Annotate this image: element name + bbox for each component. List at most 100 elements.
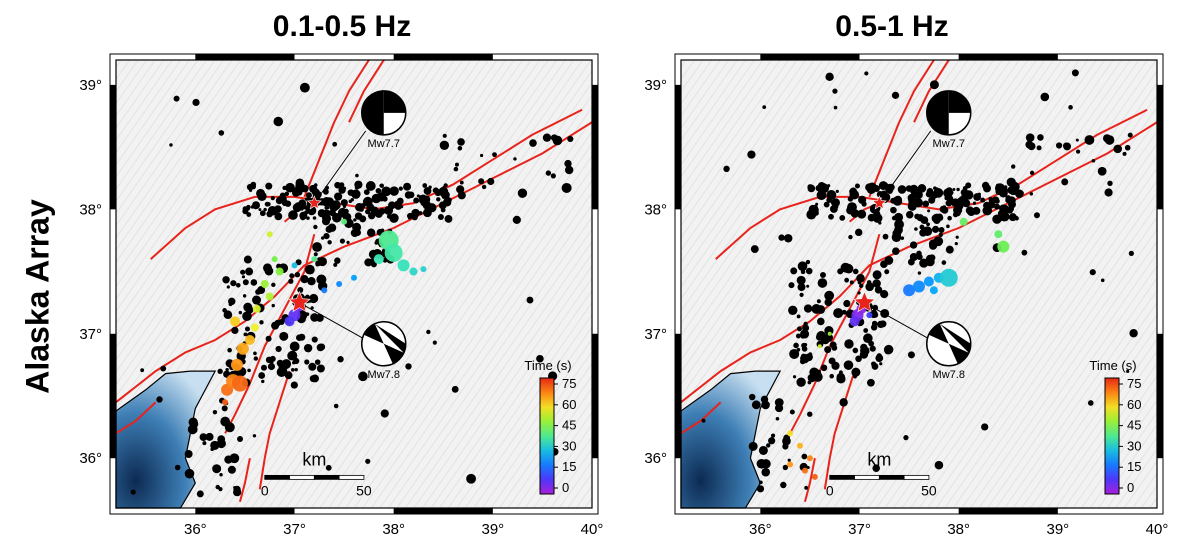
aftershock-dot: [828, 213, 834, 220]
aftershock-dot: [805, 259, 811, 265]
aftershock-dot: [748, 441, 758, 451]
aftershock-dot: [396, 197, 404, 205]
colorbar: [539, 377, 555, 495]
aftershock-dot: [723, 165, 730, 173]
aftershock-dot: [1075, 138, 1079, 142]
aftershock-dot: [1087, 400, 1094, 406]
aftershock-dot: [919, 258, 929, 268]
scalebar-segment: [313, 474, 340, 480]
fault-line: [115, 121, 593, 404]
radiator-dot: [291, 262, 298, 269]
radiator-dot: [271, 256, 278, 263]
aftershock-dot: [379, 183, 384, 188]
aftershock-dot: [403, 182, 412, 191]
radiator-dot: [827, 331, 832, 336]
aftershock-dot: [801, 346, 808, 352]
radiator-dot: [266, 231, 273, 238]
aftershock-dot: [793, 342, 799, 349]
aftershock-dot: [307, 206, 317, 216]
aftershock-dot: [880, 290, 889, 299]
aftershock-dot: [324, 206, 329, 210]
aftershock-dot: [813, 210, 819, 216]
aftershock-dot: [332, 141, 338, 147]
aftershock-dot: [316, 364, 325, 373]
aftershock-dot: [310, 306, 314, 310]
aftershock-dot: [920, 216, 929, 225]
aftershock-dot: [847, 196, 854, 202]
radiator-dot: [994, 230, 1003, 239]
colorbar-tick-label: 45: [1127, 418, 1141, 433]
aftershock-dot: [869, 345, 876, 352]
aftershock-dot: [1128, 250, 1134, 256]
radiator-dot: [244, 335, 255, 345]
aftershock-dot: [789, 409, 795, 415]
aftershock-dot: [908, 197, 913, 203]
aftershock-dot: [876, 191, 884, 198]
radiator-dot: [409, 267, 418, 276]
aftershock-dot: [241, 275, 246, 279]
scalebar-end: 50: [356, 482, 372, 498]
y-tick-label: 36°: [79, 450, 102, 467]
aftershock-dot: [994, 183, 1005, 194]
aftershock-dot: [917, 271, 922, 275]
aftershock-dot: [299, 82, 310, 93]
aftershock-dot: [852, 374, 858, 379]
border-segment: [760, 508, 860, 514]
x-tick-label: 40°: [581, 521, 604, 538]
aftershock-dot: [261, 379, 265, 384]
mainshock-label: Mw7.7: [933, 138, 965, 150]
aftershock-dot: [439, 140, 450, 150]
aftershock-dot: [231, 326, 239, 335]
aftershock-dot: [304, 264, 315, 275]
colorbar-title: Time (s): [1089, 358, 1136, 373]
aftershock-dot: [444, 215, 453, 223]
aftershock-dot: [247, 368, 251, 373]
aftershock-dot: [799, 358, 806, 365]
aftershock-dot: [867, 182, 877, 193]
aftershock-dot: [782, 464, 789, 471]
aftershock-dot: [824, 290, 835, 301]
aftershock-dot: [854, 183, 860, 189]
aftershock-dot: [442, 133, 447, 138]
scalebar-start: 0: [261, 482, 269, 498]
aftershock-dot: [1100, 278, 1105, 283]
aftershock-dot: [398, 186, 403, 191]
aftershock-dot: [365, 458, 371, 464]
aftershock-dot: [426, 329, 431, 335]
aftershock-dot: [405, 363, 412, 370]
aftershock-dot: [288, 210, 298, 220]
scalebar-segment: [338, 474, 365, 480]
radiator-dot: [787, 430, 794, 437]
radiator-dot: [420, 266, 427, 273]
aftershock-dot: [188, 417, 198, 427]
aftershock-dot: [353, 218, 357, 222]
aftershock-dot: [920, 185, 924, 189]
aftershock-dot: [265, 335, 272, 342]
aftershock-dot: [359, 203, 366, 209]
aftershock-dot: [871, 320, 878, 327]
aftershock-dot: [981, 181, 990, 190]
aftershock-dot: [796, 314, 801, 319]
fault-line: [823, 370, 856, 490]
aftershock-dot: [478, 178, 485, 185]
focal-quadrant: [361, 90, 384, 135]
aftershock-dot: [824, 346, 832, 354]
map-panel-low: Mw7.7 Mw7.8 36° 37° 38° 39° 40° 39° 38° 37° 36° Tim…: [79, 53, 603, 538]
aftershock-dot: [278, 370, 283, 375]
radiator-dot: [806, 455, 813, 462]
aftershock-dot: [389, 186, 399, 196]
aftershock-dot: [389, 213, 399, 223]
aftershock-dot: [1055, 142, 1063, 149]
star-shape: [288, 290, 311, 313]
aftershock-dot: [890, 206, 897, 214]
aftershock-dot: [440, 207, 446, 213]
aftershock-dot: [925, 254, 935, 263]
aftershock-dot: [816, 299, 821, 304]
colorbar-tick-label: 45: [562, 418, 576, 433]
aftershock-dot: [762, 105, 767, 110]
radiator-dot: [260, 280, 269, 288]
aftershock-dot: [857, 209, 867, 219]
radiator-dot: [252, 304, 261, 313]
mainshock-label: Mw7.8: [368, 369, 400, 381]
y-tick-label: 36°: [644, 450, 667, 467]
